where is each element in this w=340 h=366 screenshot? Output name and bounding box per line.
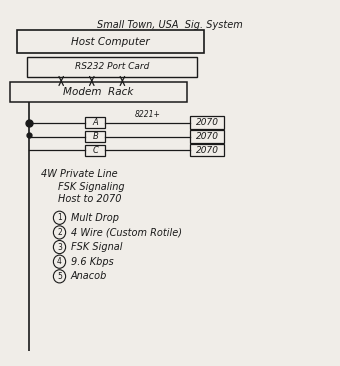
Text: 4W Private Line: 4W Private Line: [41, 169, 117, 179]
Text: Host Computer: Host Computer: [71, 37, 150, 47]
Text: 2070: 2070: [196, 132, 219, 141]
Text: 2: 2: [57, 228, 62, 237]
Text: 1: 1: [57, 213, 62, 222]
Text: Mult Drop: Mult Drop: [71, 213, 119, 223]
Text: 4 Wire (Custom Rotile): 4 Wire (Custom Rotile): [71, 227, 182, 238]
Text: A: A: [92, 118, 98, 127]
Text: B: B: [92, 132, 98, 141]
Text: Modem  Rack: Modem Rack: [64, 87, 134, 97]
Text: Anacob: Anacob: [71, 271, 107, 281]
Text: Host to 2070: Host to 2070: [58, 194, 121, 205]
Text: 2070: 2070: [196, 146, 219, 154]
Text: RS232 Port Card: RS232 Port Card: [75, 62, 149, 71]
Text: FSK Signaling: FSK Signaling: [58, 182, 124, 192]
Text: 5: 5: [57, 272, 62, 281]
Text: 2070: 2070: [196, 118, 219, 127]
Text: C: C: [92, 146, 98, 154]
Text: FSK Signal: FSK Signal: [71, 242, 122, 252]
Text: Small Town, USA  Sig. System: Small Town, USA Sig. System: [97, 20, 243, 30]
Text: 4: 4: [57, 257, 62, 266]
Text: 9.6 Kbps: 9.6 Kbps: [71, 257, 114, 267]
Text: 3: 3: [57, 243, 62, 251]
Text: 8221+: 8221+: [135, 110, 161, 119]
